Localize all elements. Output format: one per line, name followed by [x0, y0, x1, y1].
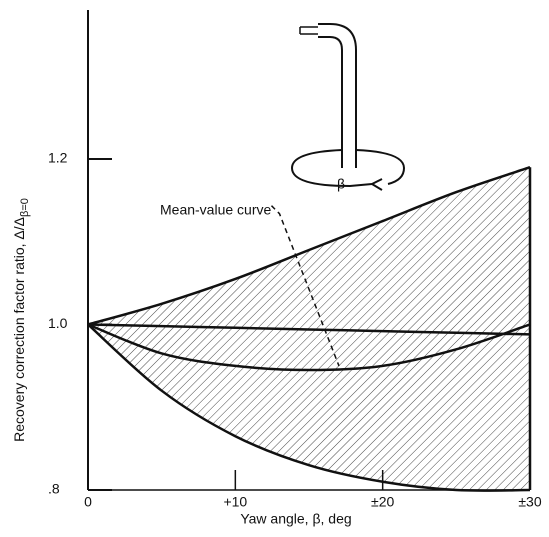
line: [87, 323, 531, 372]
y-axis-label-sub: β=0: [19, 198, 31, 217]
y-axis-label: Recovery correction factor ratio, Δ/Δβ=0: [11, 198, 31, 442]
x-axis-label: Yaw angle, β, deg: [240, 511, 351, 527]
x-tick-label: ±20: [371, 494, 394, 510]
x-tick-label: 0: [84, 494, 92, 510]
x-tick-label: +10: [223, 494, 247, 510]
line: [87, 166, 531, 326]
line: [87, 323, 531, 492]
y-tick-label: .8: [48, 481, 60, 497]
x-tick-label: ±30: [518, 494, 541, 510]
y-axis-label-main: Recovery correction factor ratio, Δ/Δ: [11, 217, 27, 442]
probe-diagram: [290, 23, 406, 191]
line: [87, 323, 531, 336]
annotation: Mean-value curve: [160, 202, 271, 218]
diagram-label: β: [337, 176, 345, 192]
y-tick-label: 1.0: [48, 315, 68, 331]
annotation-leader: [270, 205, 340, 367]
y-tick-label: 1.2: [48, 150, 68, 166]
